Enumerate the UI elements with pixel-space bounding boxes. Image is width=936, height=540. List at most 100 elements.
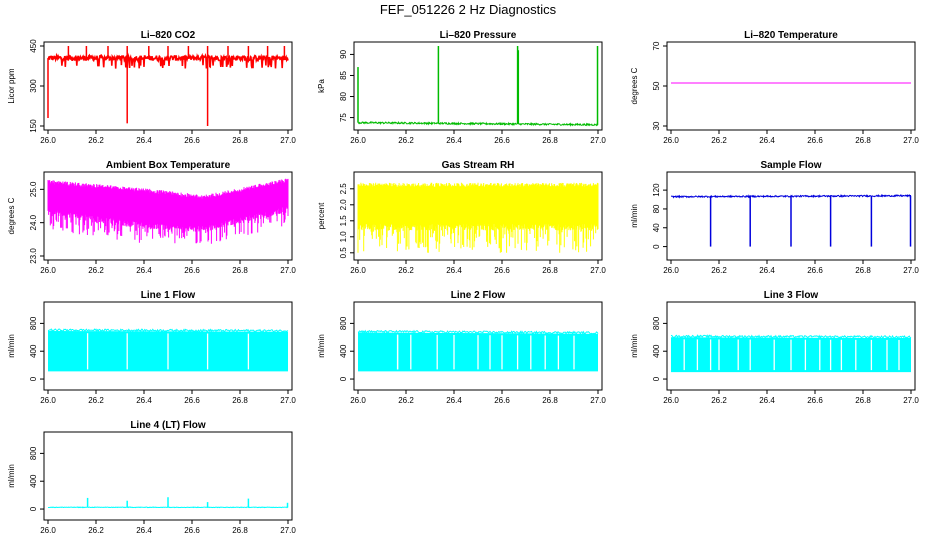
- x-tick-label: 26.4: [446, 396, 462, 405]
- x-tick-label: 26.8: [542, 266, 558, 275]
- chart-title: Li–820 Temperature: [744, 30, 838, 41]
- figure-title: FEF_051226 2 Hz Diagnostics: [379, 2, 557, 17]
- x-tick-label: 27.0: [280, 266, 296, 275]
- chart-panel-9: Line 3 Flow ml/min 26.0 26.2 26.4 26.6 26.8 27.…: [630, 290, 919, 405]
- x-tick-label: 26.0: [40, 526, 56, 535]
- x-tick-label: 26.6: [184, 396, 200, 405]
- x-tick-label: 26.2: [88, 396, 104, 405]
- x-tick-label: 26.8: [232, 526, 248, 535]
- y-tick-label: 800: [29, 316, 38, 330]
- y-tick-label: 0.5: [339, 247, 348, 259]
- y-axis-label: ml/min: [317, 334, 326, 358]
- y-tick-label: 800: [339, 316, 348, 330]
- chart-panel-2: Li–820 Pressure kPa 26.0 26.2 26.4 26.6 26.8 27…: [317, 30, 606, 145]
- y-tick-label: 80: [339, 92, 348, 101]
- y-tick-label: 1.5: [339, 215, 348, 227]
- chart-title: Line 4 (LT) Flow: [130, 420, 206, 431]
- plot-frame: [666, 301, 916, 391]
- x-tick-label: 26.4: [136, 136, 152, 145]
- y-axis-label: Licor ppm: [7, 68, 16, 103]
- chart-panel-3: Li–820 Temperature degrees C 26.0 26.2 26.4 2…: [630, 30, 919, 145]
- y-tick-label: 1.0: [339, 231, 348, 243]
- x-tick-label: 26.6: [807, 136, 823, 145]
- chart-panel-6: Sample Flow ml/min 26.0 26.2 26.4 26.6 26.8 27.…: [630, 160, 919, 275]
- y-axis-label: ml/min: [7, 464, 16, 488]
- plot-frame: [43, 171, 293, 261]
- x-tick-label: 26.4: [759, 266, 775, 275]
- x-tick-label: 26.2: [711, 266, 727, 275]
- plot-frame: [353, 301, 603, 391]
- x-tick-label: 26.8: [855, 266, 871, 275]
- x-tick-label: 26.8: [232, 266, 248, 275]
- x-tick-label: 26.4: [759, 136, 775, 145]
- top-edge: [357, 329, 599, 335]
- y-tick-label: 23.0: [29, 248, 38, 264]
- x-tick-label: 26.0: [350, 136, 366, 145]
- y-tick-label: 90: [339, 49, 348, 58]
- x-tick-label: 26.8: [855, 396, 871, 405]
- x-tick-label: 27.0: [280, 396, 296, 405]
- plot-frame: [353, 41, 603, 131]
- x-tick-label: 27.0: [903, 396, 919, 405]
- y-tick-label: 50: [652, 81, 661, 90]
- x-tick-label: 26.6: [184, 136, 200, 145]
- chart-title: Gas Stream RH: [442, 160, 515, 171]
- x-tick-label: 26.0: [40, 396, 56, 405]
- y-tick-label: 75: [339, 113, 348, 122]
- chart-title: Ambient Box Temperature: [106, 160, 231, 171]
- x-tick-label: 26.6: [494, 396, 510, 405]
- chart-title: Sample Flow: [760, 160, 821, 171]
- x-tick-label: 26.4: [136, 526, 152, 535]
- y-tick-label: 80: [652, 204, 661, 213]
- x-tick-label: 26.2: [88, 136, 104, 145]
- x-tick-label: 27.0: [590, 396, 606, 405]
- x-tick-label: 26.8: [542, 396, 558, 405]
- chart-title: Line 1 Flow: [141, 290, 196, 301]
- y-axis-label: ml/min: [630, 204, 639, 228]
- data-series: [357, 120, 599, 127]
- x-tick-label: 27.0: [280, 136, 296, 145]
- y-axis-label: kPa: [317, 79, 326, 93]
- x-tick-label: 26.6: [807, 266, 823, 275]
- y-tick-label: 0: [339, 376, 348, 381]
- x-tick-label: 26.4: [446, 136, 462, 145]
- chart-panel-7: Line 1 Flow ml/min 26.0 26.2 26.4 26.6 26.8 27.…: [7, 290, 296, 405]
- chart-panel-10: Line 4 (LT) Flow ml/min 26.0 26.2 26.4 26.6 26…: [7, 420, 296, 535]
- data-series: [357, 182, 599, 253]
- x-tick-label: 27.0: [280, 526, 296, 535]
- x-tick-label: 26.8: [855, 136, 871, 145]
- y-tick-label: 0: [29, 506, 38, 511]
- x-tick-label: 27.0: [903, 266, 919, 275]
- x-tick-label: 26.0: [663, 136, 679, 145]
- x-tick-label: 26.2: [711, 396, 727, 405]
- x-tick-label: 26.6: [494, 266, 510, 275]
- x-tick-label: 26.2: [711, 136, 727, 145]
- plot-frame: [43, 301, 293, 391]
- y-tick-label: 450: [29, 39, 38, 53]
- x-tick-label: 26.6: [184, 266, 200, 275]
- y-tick-label: 400: [29, 474, 38, 488]
- y-tick-label: 400: [29, 344, 38, 358]
- plot-frame: [353, 171, 603, 261]
- x-tick-label: 26.0: [350, 266, 366, 275]
- x-tick-label: 26.6: [184, 526, 200, 535]
- chart-panel-8: Line 2 Flow ml/min 26.0 26.2 26.4 26.6 26.8 27.…: [317, 290, 606, 405]
- x-tick-label: 26.0: [40, 266, 56, 275]
- chart-title: Li–820 CO2: [141, 30, 196, 41]
- x-tick-label: 26.2: [398, 136, 414, 145]
- plot-frame: [666, 171, 916, 261]
- y-tick-label: 0: [652, 244, 661, 249]
- y-tick-label: 85: [339, 70, 348, 79]
- y-tick-label: 400: [339, 344, 348, 358]
- y-axis-label: degrees C: [7, 197, 16, 234]
- x-tick-label: 26.2: [88, 266, 104, 275]
- x-tick-label: 26.4: [136, 396, 152, 405]
- x-tick-label: 26.2: [398, 396, 414, 405]
- x-tick-label: 27.0: [903, 136, 919, 145]
- x-tick-label: 26.4: [759, 396, 775, 405]
- y-tick-label: 0: [652, 376, 661, 381]
- x-tick-label: 26.0: [350, 396, 366, 405]
- x-tick-label: 26.6: [807, 396, 823, 405]
- y-tick-label: 70: [652, 41, 661, 50]
- y-tick-label: 120: [652, 183, 661, 197]
